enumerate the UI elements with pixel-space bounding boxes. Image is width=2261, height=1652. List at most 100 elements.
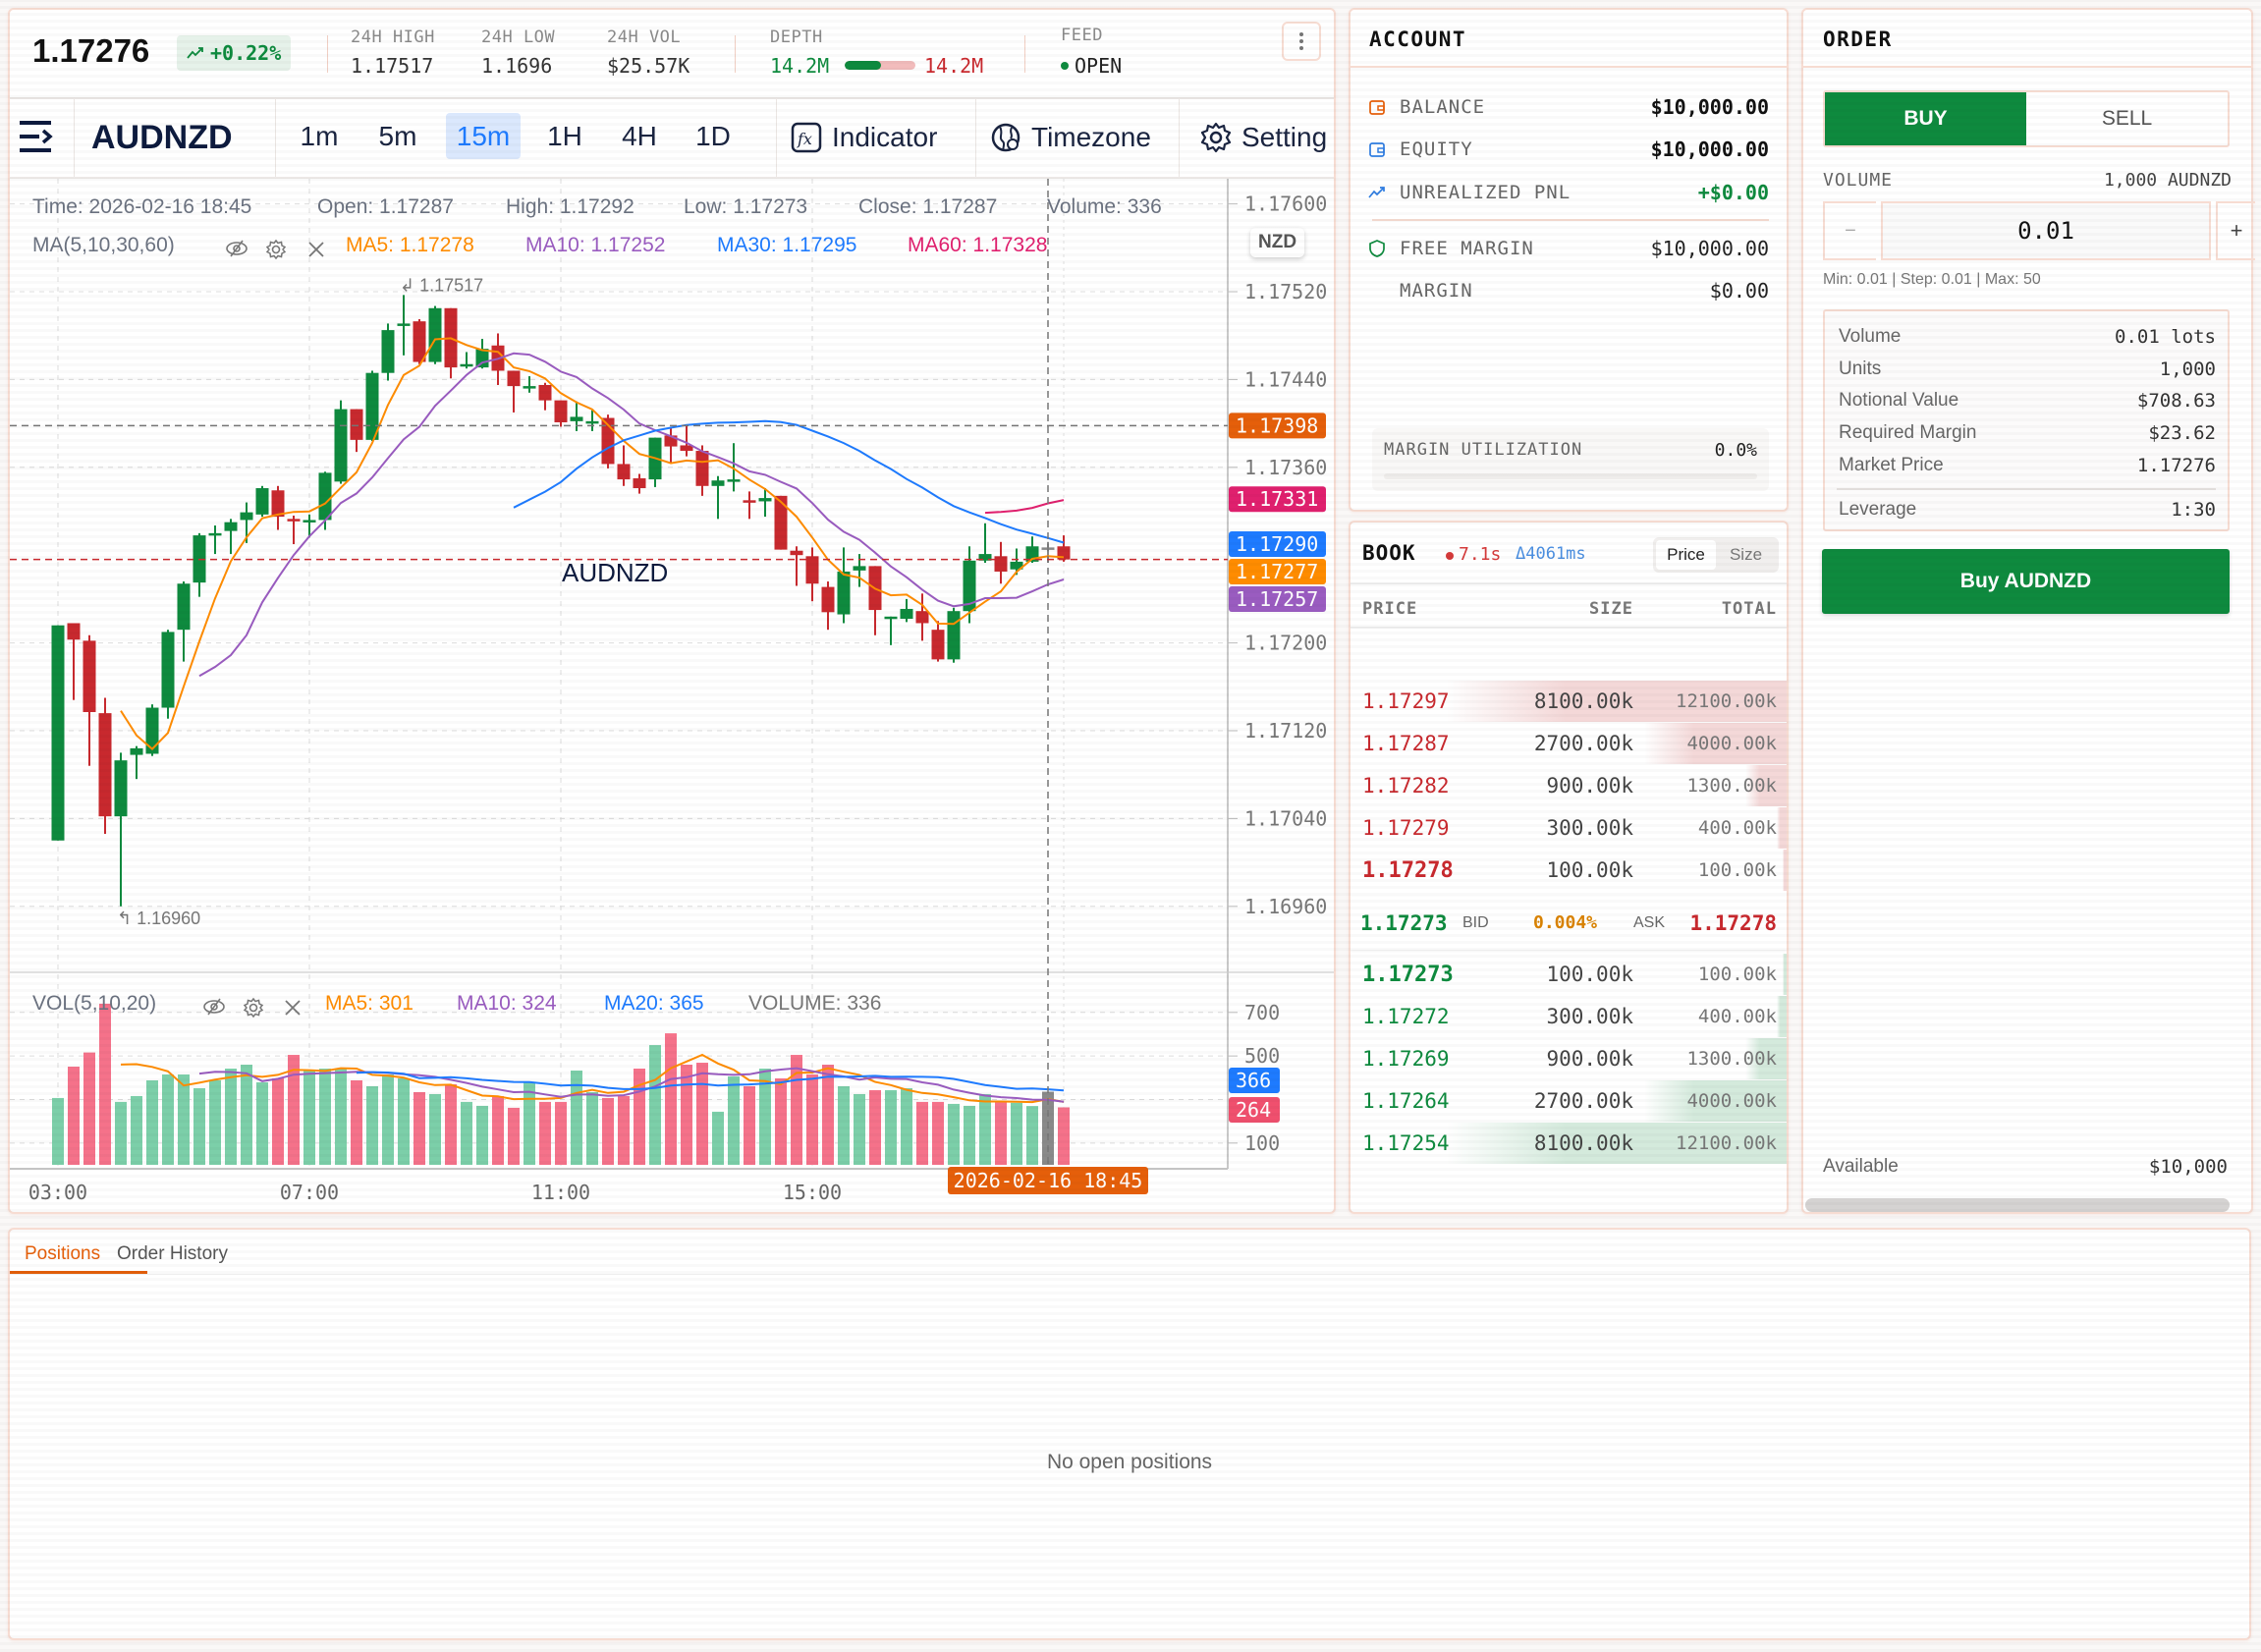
volume-increment-button[interactable]: +	[2216, 201, 2255, 260]
volume-bars	[52, 1003, 1070, 1165]
interval-1d[interactable]: 1D	[695, 120, 731, 151]
ask-row[interactable]: 1.17278 100.00k 100.00k	[1351, 850, 1787, 891]
ma-lines	[120, 337, 1065, 750]
candle-body	[821, 586, 835, 613]
divider	[10, 1274, 2249, 1275]
free-margin-row: FREE MARGIN $10,000.00	[1368, 234, 1769, 263]
ask-row[interactable]: 1.17287 2700.00k 4000.00k	[1351, 723, 1787, 764]
more-menu-button[interactable]	[1282, 22, 1321, 61]
feed-status: OPEN	[1061, 54, 1122, 78]
candle-body	[428, 307, 442, 362]
legend-volume: Volume: 336	[1047, 195, 1162, 218]
tab-order-history[interactable]: Order History	[117, 1243, 228, 1264]
volume-bar	[382, 1074, 394, 1165]
volume-bar	[351, 1079, 362, 1165]
candle-body	[570, 416, 583, 421]
margin-value: $0.00	[1709, 279, 1769, 303]
depth-bar	[845, 61, 915, 70]
volume-bar	[901, 1087, 912, 1165]
interval-5m[interactable]: 5m	[378, 120, 417, 151]
setting-button[interactable]: Setting	[1200, 98, 1334, 177]
ask-row[interactable]: 1.17282 900.00k 1300.00k	[1351, 765, 1787, 806]
stat-value: $25.57K	[607, 54, 690, 78]
stat-label: 24H VOL	[607, 28, 682, 47]
price-tick-label: 1.17520	[1244, 280, 1327, 303]
crosshair-time-text: 2026-02-16 18:45	[954, 1169, 1143, 1192]
price-badge-text: 1.17398	[1236, 413, 1318, 437]
bid-size: 900.00k	[1546, 1047, 1633, 1071]
volume-limits: Min: 0.01 | Step: 0.01 | Max: 50	[1823, 271, 2041, 288]
globe-icon	[991, 123, 1020, 152]
volume-bar	[131, 1095, 142, 1165]
scrollbar[interactable]	[1805, 1198, 2230, 1212]
candle-body	[963, 560, 976, 612]
ask-size: 100.00k	[1546, 858, 1633, 882]
depth-bar	[1446, 1123, 1787, 1164]
spread-ask: 1.17278	[1689, 911, 1777, 935]
bid-row[interactable]: 1.17269 900.00k 1300.00k	[1351, 1038, 1787, 1079]
divider	[1351, 627, 1787, 629]
indicator-settings-icon[interactable]	[265, 239, 287, 260]
candle-body	[837, 571, 851, 615]
ask-row[interactable]: 1.17279 300.00k 400.00k	[1351, 807, 1787, 849]
depth-bar	[1776, 807, 1787, 849]
svg-text:fx: fx	[797, 130, 812, 148]
interval-4h[interactable]: 4H	[622, 120, 657, 151]
volume-badge-text: 366	[1236, 1069, 1271, 1092]
symbol-title[interactable]: AUDNZD	[91, 118, 233, 156]
interval-15m[interactable]: 15m	[446, 113, 521, 159]
volume-bar	[303, 1071, 315, 1165]
ask-row[interactable]: 1.17297 8100.00k 12100.00k	[1351, 681, 1787, 722]
divider	[1803, 66, 2251, 68]
tab-positions[interactable]: Positions	[25, 1243, 101, 1264]
toggle-size[interactable]: Size	[1729, 545, 1763, 564]
volume-bar	[806, 1074, 818, 1165]
kebab-icon	[1299, 32, 1303, 50]
candlestick-chart[interactable]: AUDNZD ↲ 1.17517 ↰ 1.16960 1.17600 1.17520…	[10, 179, 1334, 1212]
bid-price: 1.17273	[1362, 962, 1454, 987]
volume-decrement-button[interactable]: −	[1823, 201, 1876, 260]
ask-size: 300.00k	[1546, 816, 1633, 840]
stat-value: 1.17517	[351, 54, 434, 78]
toggle-price[interactable]: Price	[1656, 540, 1716, 570]
stat-value: 1.1696	[481, 54, 553, 78]
available-label: Available	[1823, 1156, 1899, 1177]
bid-row[interactable]: 1.17264 2700.00k 4000.00k	[1351, 1080, 1787, 1122]
candle-body	[554, 400, 568, 422]
volume-settings-icon[interactable]	[243, 997, 264, 1019]
sidebar-toggle-button[interactable]	[18, 120, 55, 158]
ma-legend-title: MA(5,10,30,60)	[32, 234, 175, 256]
interval-1m[interactable]: 1m	[300, 120, 339, 151]
ask-price: 1.17279	[1362, 816, 1450, 840]
volume-bar	[508, 1107, 520, 1165]
order-summary: Volume 0.01 lots Units 1,000 Notional Valu…	[1823, 309, 2230, 531]
sell-tab[interactable]: SELL	[2101, 107, 2153, 130]
buy-tab[interactable]: BUY	[1825, 92, 2026, 145]
vol-ma5-legend: MA5: 301	[325, 992, 414, 1015]
volume-bar	[209, 1079, 221, 1165]
volume-bar	[775, 1077, 787, 1165]
bid-row[interactable]: 1.17272 300.00k 400.00k	[1351, 996, 1787, 1037]
volume-tick-label: 700	[1244, 1001, 1280, 1024]
timezone-button[interactable]: Timezone	[990, 98, 1151, 177]
volume-input[interactable]	[1881, 201, 2211, 260]
volume-bar	[524, 1081, 535, 1165]
bid-total: 100.00k	[1697, 964, 1777, 985]
interval-1h[interactable]: 1H	[547, 120, 582, 151]
remove-indicator-icon[interactable]	[307, 241, 325, 258]
depth-label: DEPTH	[770, 28, 823, 47]
hide-indicator-icon[interactable]	[225, 240, 248, 257]
bid-row[interactable]: 1.17254 8100.00k 12100.00k	[1351, 1123, 1787, 1164]
margin-row: MARGIN $0.00	[1368, 276, 1769, 305]
candle-body	[727, 479, 741, 482]
crosshair-time-bg	[948, 1167, 1148, 1194]
divider	[74, 98, 75, 177]
submit-order-button[interactable]: Buy AUDNZD	[1822, 549, 2230, 614]
hide-volume-icon[interactable]	[202, 998, 226, 1016]
remove-volume-icon[interactable]	[284, 999, 302, 1017]
volume-bar	[272, 1077, 284, 1165]
ma30-legend: MA30: 1.17295	[717, 234, 857, 256]
bid-row[interactable]: 1.17273 100.00k 100.00k	[1351, 954, 1787, 995]
indicator-button[interactable]: fx Indicator	[791, 98, 937, 177]
candle-body	[1010, 561, 1023, 570]
